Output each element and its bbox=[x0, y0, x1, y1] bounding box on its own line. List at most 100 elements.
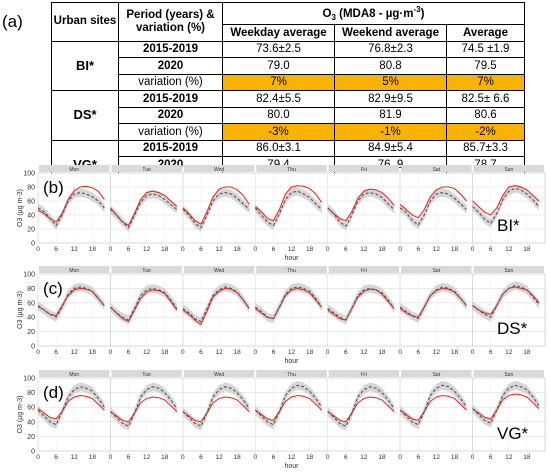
x-tick-label: 6 bbox=[344, 246, 348, 253]
x-axis-label: hour bbox=[284, 463, 299, 470]
site-label: BI* bbox=[497, 216, 520, 235]
x-tick-label: 6 bbox=[272, 349, 276, 356]
day-header-strip bbox=[328, 165, 400, 172]
day-header-strip bbox=[401, 266, 472, 273]
day-label: Wed bbox=[214, 372, 224, 378]
x-tick-label: 12 bbox=[215, 454, 223, 461]
series-baseline-line bbox=[182, 386, 250, 427]
average-cell: 79.5 bbox=[446, 57, 525, 75]
day-header-strip bbox=[473, 370, 544, 377]
uncertainty-band bbox=[182, 188, 250, 232]
x-tick-label: 6 bbox=[489, 349, 493, 356]
day-label: Thu bbox=[287, 167, 296, 173]
x-tick-label: 0 bbox=[181, 246, 185, 253]
x-tick-label: 18 bbox=[161, 349, 169, 356]
x-tick-label: 12 bbox=[143, 454, 151, 461]
x-tick-label: 18 bbox=[89, 454, 97, 461]
day-label: Sat bbox=[433, 268, 441, 274]
table-row: 2020 79.0 80.8 79.5 bbox=[52, 57, 525, 75]
series-baseline-line bbox=[399, 192, 467, 226]
x-tick-label: 18 bbox=[451, 246, 459, 253]
y-tick-label: 80 bbox=[27, 185, 35, 192]
x-tick-label: 0 bbox=[253, 246, 257, 253]
y-axis-label: O3 (µg m-3) bbox=[17, 396, 24, 434]
day-label: Fri bbox=[361, 372, 367, 378]
x-tick-label: 12 bbox=[433, 454, 441, 461]
x-axis-label: hour bbox=[284, 255, 299, 262]
day-header-strip bbox=[183, 266, 255, 273]
uncertainty-band bbox=[38, 188, 105, 230]
x-tick-label: 18 bbox=[378, 349, 386, 356]
weekend-cell: 5% bbox=[334, 73, 447, 92]
uncertainty-band bbox=[400, 380, 467, 430]
period-cell: variation (%) bbox=[118, 123, 223, 141]
header-urban-sites: Urban sites bbox=[51, 2, 119, 42]
day-header-strip bbox=[39, 370, 110, 377]
table-row: variation (%) -3% -1% -2% bbox=[52, 123, 525, 141]
series-2020-line bbox=[182, 186, 250, 225]
x-tick-label: 0 bbox=[471, 454, 475, 461]
day-label: Tue bbox=[142, 167, 151, 173]
x-tick-label: 18 bbox=[306, 349, 314, 356]
day-label: Mon bbox=[69, 268, 79, 274]
series-baseline-line bbox=[472, 384, 540, 424]
period-cell: 2015-2019 bbox=[118, 90, 223, 108]
series-2020-line bbox=[37, 395, 105, 420]
series-2020-line bbox=[327, 188, 395, 222]
x-tick-label: 6 bbox=[272, 246, 276, 253]
day-header-strip bbox=[39, 266, 110, 273]
x-tick-label: 12 bbox=[433, 349, 441, 356]
day-label: Sat bbox=[433, 372, 441, 378]
y-tick-label: 0 bbox=[31, 449, 35, 456]
y-tick-label: 0 bbox=[31, 344, 35, 351]
x-axis-label: hour bbox=[284, 358, 299, 365]
x-tick-label: 0 bbox=[109, 454, 113, 461]
uncertainty-band bbox=[400, 188, 467, 229]
x-tick-label: 0 bbox=[326, 246, 330, 253]
period-cell: 2020 bbox=[118, 57, 223, 75]
uncertainty-band bbox=[182, 382, 250, 431]
y-tick-label: 60 bbox=[27, 300, 35, 307]
weekend-cell: 84.9±5.4 bbox=[334, 139, 447, 158]
period-cell: 2020 bbox=[118, 106, 223, 125]
x-tick-label: 6 bbox=[416, 454, 420, 461]
x-tick-label: 18 bbox=[378, 454, 386, 461]
panel-label: (b) bbox=[43, 178, 64, 197]
average-cell: 85.7±3.3 bbox=[446, 139, 525, 158]
average-cell: 82.5± 6.6 bbox=[446, 90, 525, 108]
series-baseline-line bbox=[472, 187, 540, 225]
x-tick-label: 0 bbox=[109, 349, 113, 356]
average-cell: 80.6 bbox=[446, 106, 525, 125]
uncertainty-band bbox=[400, 282, 467, 323]
day-label: Fri bbox=[361, 268, 367, 274]
x-tick-label: 0 bbox=[326, 454, 330, 461]
x-tick-label: 6 bbox=[199, 246, 203, 253]
x-tick-label: 18 bbox=[523, 246, 531, 253]
y-tick-label: 100 bbox=[23, 272, 35, 279]
x-tick-label: 0 bbox=[471, 349, 475, 356]
day-label: Sun bbox=[504, 268, 513, 274]
x-tick-label: 6 bbox=[489, 246, 493, 253]
day-header-strip bbox=[256, 370, 327, 377]
weekday-cell: 80.0 bbox=[222, 106, 335, 125]
x-tick-label: 12 bbox=[143, 349, 151, 356]
x-tick-label: 18 bbox=[378, 246, 386, 253]
day-label: Wed bbox=[214, 268, 224, 274]
uncertainty-band bbox=[255, 282, 322, 323]
day-header-strip bbox=[401, 165, 472, 172]
uncertainty-band bbox=[38, 282, 105, 322]
day-header-strip bbox=[473, 266, 544, 273]
series-2020-line bbox=[399, 395, 467, 421]
period-cell: 2015-2019 bbox=[118, 40, 223, 59]
series-baseline-line bbox=[327, 287, 395, 321]
average-cell: 7% bbox=[446, 73, 525, 92]
x-tick-label: 18 bbox=[451, 349, 459, 356]
day-header-strip bbox=[256, 266, 327, 273]
x-tick-label: 18 bbox=[306, 246, 314, 253]
y-tick-label: 60 bbox=[27, 199, 35, 206]
day-label: Wed bbox=[214, 167, 224, 173]
x-tick-label: 18 bbox=[161, 454, 169, 461]
uncertainty-band bbox=[472, 281, 539, 322]
x-tick-label: 0 bbox=[36, 349, 40, 356]
series-baseline-line bbox=[327, 386, 395, 427]
